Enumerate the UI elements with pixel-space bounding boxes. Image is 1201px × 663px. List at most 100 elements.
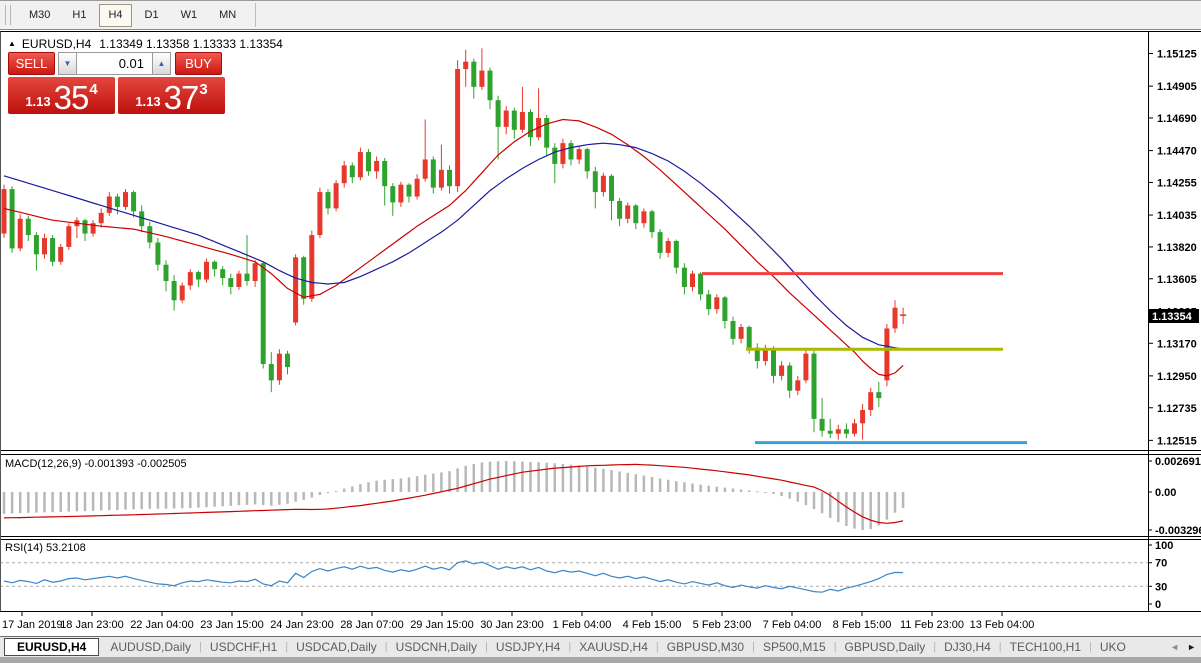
macd-label: MACD(12,26,9) -0.001393 -0.002505 bbox=[5, 458, 187, 470]
tab-separator: | bbox=[833, 641, 837, 653]
volume-input[interactable] bbox=[77, 52, 152, 75]
svg-text:70: 70 bbox=[1155, 558, 1167, 570]
bid-quote-button[interactable]: 1.13 35 4 bbox=[8, 77, 115, 114]
buy-button[interactable]: BUY bbox=[175, 52, 222, 75]
svg-text:1.14470: 1.14470 bbox=[1157, 146, 1197, 158]
svg-text:0: 0 bbox=[1155, 599, 1161, 611]
sell-button[interactable]: SELL bbox=[8, 52, 55, 75]
chart-tabbar: EURUSD,H4 AUDUSD,Daily | USDCHF,H1 | USDCAD,D… bbox=[0, 636, 1201, 657]
chart-tab-eurusd-h4[interactable]: EURUSD,H4 bbox=[4, 638, 100, 656]
timeframe-toolbar: M30 H1 H4 D1 W1 MN bbox=[0, 0, 1201, 30]
chart-title-symbol: EURUSD,H4 bbox=[21, 37, 92, 51]
chart-tab-usdcad-daily[interactable]: USDCAD,Daily bbox=[296, 640, 377, 654]
chart-tab-audusd-daily[interactable]: AUDUSD,Daily bbox=[110, 640, 192, 654]
svg-text:-0.003296: -0.003296 bbox=[1155, 525, 1201, 537]
chart-tab-uko[interactable]: UKO bbox=[1099, 640, 1126, 654]
rsi-label: RSI(14) 53.2108 bbox=[5, 542, 86, 554]
candlestick-series[interactable] bbox=[1, 48, 907, 440]
one-click-trading-panel: SELL ▼ ▲ BUY 1.13 35 4 1.13 37 3 bbox=[8, 52, 225, 114]
chart-tab-usdcnh-daily[interactable]: USDCNH,Daily bbox=[395, 640, 477, 654]
svg-text:1.15125: 1.15125 bbox=[1157, 48, 1197, 60]
svg-text:1.12950: 1.12950 bbox=[1157, 371, 1197, 383]
chart-tab-sp500-m15[interactable]: SP500,M15 bbox=[762, 640, 826, 654]
tab-separator: | bbox=[199, 641, 202, 653]
timeframe-mn[interactable]: MN bbox=[210, 4, 245, 27]
tab-separator: | bbox=[752, 641, 755, 653]
timeframe-h4[interactable]: H4 bbox=[99, 3, 132, 27]
svg-text:13 Feb 04:00: 13 Feb 04:00 bbox=[970, 619, 1035, 631]
ask-price-prefix: 1.13 bbox=[135, 94, 161, 109]
svg-text:18 Jan 23:00: 18 Jan 23:00 bbox=[60, 619, 124, 631]
tab-separator: | bbox=[1089, 641, 1092, 653]
svg-text:1.13820: 1.13820 bbox=[1157, 242, 1197, 254]
panel-borders bbox=[0, 31, 1201, 612]
indicator-axes[interactable]: 0.002691 0.00 -0.003296 100 70 30 0 bbox=[1148, 456, 1201, 611]
chart-tab-gbpusd-m30[interactable]: GBPUSD,M30 bbox=[666, 640, 745, 654]
svg-text:28 Jan 07:00: 28 Jan 07:00 bbox=[340, 619, 404, 631]
tabbar-bottom-strip bbox=[0, 657, 1201, 663]
chart-tab-xauusd-h4[interactable]: XAUUSD,H4 bbox=[579, 640, 648, 654]
svg-text:5 Feb 23:00: 5 Feb 23:00 bbox=[693, 619, 752, 631]
tab-separator: | bbox=[655, 641, 659, 653]
bid-price-prefix: 1.13 bbox=[25, 94, 51, 109]
ask-quote-button[interactable]: 1.13 37 3 bbox=[118, 77, 225, 114]
svg-text:22 Jan 04:00: 22 Jan 04:00 bbox=[130, 619, 194, 631]
chart-tab-tech100-h1[interactable]: TECH100,H1 bbox=[1009, 640, 1082, 654]
svg-text:1.14035: 1.14035 bbox=[1157, 210, 1197, 222]
tab-separator: | bbox=[933, 641, 937, 653]
svg-text:1.12735: 1.12735 bbox=[1157, 403, 1197, 415]
moving-averages bbox=[3, 118, 904, 377]
toolbar-separator bbox=[255, 3, 257, 27]
chart-tab-gbpusd-daily[interactable]: GBPUSD,Daily bbox=[844, 640, 926, 654]
tab-scroll-right-icon[interactable]: ► bbox=[1187, 641, 1196, 652]
svg-text:0.00: 0.00 bbox=[1155, 487, 1176, 499]
svg-text:29 Jan 15:00: 29 Jan 15:00 bbox=[410, 619, 474, 631]
timeframe-d1[interactable]: D1 bbox=[136, 4, 168, 27]
svg-text:1.13170: 1.13170 bbox=[1157, 338, 1197, 350]
rsi-indicator[interactable] bbox=[3, 560, 904, 593]
svg-text:7 Feb 04:00: 7 Feb 04:00 bbox=[763, 619, 822, 631]
svg-text:1.13605: 1.13605 bbox=[1157, 274, 1197, 286]
chart-title-ohlc: 1.13349 1.13358 1.13333 1.13354 bbox=[99, 37, 283, 51]
macd-indicator[interactable] bbox=[2, 460, 905, 531]
svg-text:8 Feb 15:00: 8 Feb 15:00 bbox=[833, 619, 892, 631]
tab-separator: | bbox=[384, 641, 388, 653]
svg-text:30: 30 bbox=[1155, 581, 1167, 593]
ask-price-big: 37 bbox=[163, 78, 200, 116]
volume-increase-button[interactable]: ▲ bbox=[152, 52, 171, 75]
chart-tab-usdchf-h1[interactable]: USDCHF,H1 bbox=[209, 640, 278, 654]
svg-text:23 Jan 15:00: 23 Jan 15:00 bbox=[200, 619, 264, 631]
bid-price-pip: 4 bbox=[89, 81, 98, 98]
ask-price-pip: 3 bbox=[199, 81, 208, 98]
svg-text:1.14255: 1.14255 bbox=[1157, 177, 1197, 189]
svg-text:1.14690: 1.14690 bbox=[1157, 113, 1197, 125]
tab-scroll-arrows: ◄ ► bbox=[1165, 637, 1201, 656]
tab-scroll-left-icon[interactable]: ◄ bbox=[1170, 641, 1180, 652]
price-axis[interactable]: 1.15125 1.14905 1.14690 1.14470 1.14255 1.140… bbox=[1148, 48, 1199, 447]
tab-separator: | bbox=[285, 641, 289, 653]
tab-separator: | bbox=[998, 641, 1002, 653]
tab-separator: | bbox=[485, 641, 488, 653]
tab-separator: | bbox=[568, 641, 572, 653]
svg-text:4 Feb 15:00: 4 Feb 15:00 bbox=[623, 619, 682, 631]
collapse-arrow-icon[interactable]: ▲ bbox=[8, 39, 16, 48]
svg-text:30 Jan 23:00: 30 Jan 23:00 bbox=[480, 619, 544, 631]
timeframe-m30[interactable]: M30 bbox=[20, 4, 59, 27]
toolbar-grip-icon[interactable] bbox=[5, 5, 11, 25]
volume-decrease-button[interactable]: ▼ bbox=[58, 52, 77, 75]
timeframe-h1[interactable]: H1 bbox=[63, 4, 95, 27]
bid-price-big: 35 bbox=[53, 78, 90, 116]
svg-text:1 Feb 04:00: 1 Feb 04:00 bbox=[553, 619, 612, 631]
trend-hlines[interactable] bbox=[702, 272, 1027, 445]
svg-text:1.14905: 1.14905 bbox=[1157, 81, 1197, 93]
svg-text:0.002691: 0.002691 bbox=[1155, 456, 1201, 468]
chart-tab-dj30-h4[interactable]: DJ30,H4 bbox=[944, 640, 991, 654]
svg-text:11 Feb 23:00: 11 Feb 23:00 bbox=[900, 619, 964, 631]
svg-text:24 Jan 23:00: 24 Jan 23:00 bbox=[270, 619, 334, 631]
timeframe-w1[interactable]: W1 bbox=[172, 4, 207, 27]
chart-tab-usdjpy-h4[interactable]: USDJPY,H4 bbox=[495, 640, 561, 654]
chart-title: ▲ EURUSD,H4 1.13349 1.13358 1.13333 1.13… bbox=[8, 37, 283, 51]
